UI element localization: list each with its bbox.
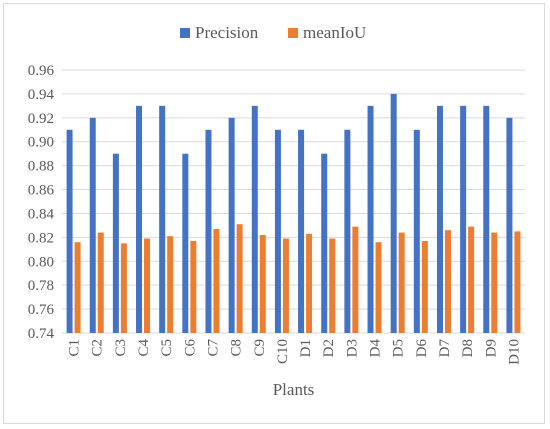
bar-precision-c6 (182, 153, 189, 333)
x-tick-label: D5 (391, 339, 407, 357)
bar-meaniou-c4 (144, 238, 151, 333)
bar-precision-c8 (228, 117, 235, 334)
x-tick-label: D8 (460, 339, 476, 357)
bar-precision-c10 (274, 129, 281, 333)
bar-precision-d10 (506, 117, 513, 334)
x-tick-label: C10 (275, 339, 291, 364)
bar-meaniou-c8 (236, 224, 243, 333)
bar-precision-d9 (483, 105, 490, 333)
y-tick-label: 0.84 (28, 206, 55, 222)
x-tick-label: D1 (298, 339, 314, 357)
bar-precision-d1 (298, 129, 305, 333)
x-tick-label: D3 (344, 339, 360, 357)
y-axis-ticks: 0.74 0.76 0.78 0.80 0.82 0.84 0.86 0.88 0.90 0.92… (28, 63, 55, 342)
legend-swatch-meaniou (288, 28, 298, 38)
x-tick-label: C2 (90, 339, 106, 357)
y-tick-label: 0.90 (28, 135, 54, 151)
y-tick-label: 0.88 (28, 159, 54, 175)
legend: Precision meanIoU (180, 23, 366, 42)
bar-precision-d6 (413, 129, 420, 333)
y-tick-label: 0.74 (28, 326, 55, 342)
bar-meaniou-c3 (120, 243, 127, 333)
legend-swatch-precision (180, 28, 190, 38)
x-axis-ticks: C1 C2 C3 C4 C5 C6 C7 C8 C9 C10 D1 D2 D3 D4 D5 D6 D7 D8 D9 D… (67, 339, 523, 365)
bar-meaniou-d2 (329, 238, 336, 333)
bar-meaniou-c6 (190, 240, 197, 333)
bar-precision-c9 (251, 105, 258, 333)
x-tick-label: C1 (67, 339, 83, 357)
x-tick-label: D7 (437, 339, 453, 358)
x-tick-label: D4 (368, 339, 384, 358)
bar-meaniou-d9 (491, 232, 498, 333)
y-tick-label: 0.80 (28, 254, 54, 270)
x-tick-label: D10 (506, 339, 522, 365)
bars (66, 93, 521, 334)
x-tick-label: D9 (483, 339, 499, 357)
x-tick-label: C9 (252, 339, 268, 357)
bar-meaniou-d6 (421, 240, 428, 333)
bar-precision-d7 (436, 105, 443, 333)
bar-meaniou-c9 (259, 234, 266, 333)
bar-precision-c5 (159, 105, 166, 333)
y-tick-label: 0.78 (28, 278, 54, 294)
y-tick-label: 0.92 (28, 111, 54, 127)
y-tick-label: 0.86 (28, 183, 55, 199)
bar-precision-c3 (112, 153, 119, 333)
y-tick-label: 0.82 (28, 230, 54, 246)
y-tick-label: 0.94 (28, 87, 55, 103)
bar-meaniou-d4 (375, 242, 382, 333)
bar-meaniou-d5 (398, 232, 405, 333)
bar-meaniou-d1 (306, 233, 313, 333)
bar-meaniou-c10 (282, 238, 289, 333)
bar-precision-d5 (390, 93, 397, 333)
bar-precision-d3 (344, 129, 351, 333)
bar-meaniou-d7 (444, 230, 451, 333)
x-tick-label: C6 (182, 339, 198, 357)
bar-precision-d4 (367, 105, 374, 333)
bar-precision-c7 (205, 129, 212, 333)
x-axis-title: Plants (273, 380, 315, 399)
bar-meaniou-c2 (97, 232, 104, 333)
legend-label-precision: Precision (195, 23, 259, 42)
legend-label-meaniou: meanIoU (303, 23, 366, 42)
bar-meaniou-d3 (352, 226, 359, 333)
bar-precision-c2 (89, 117, 96, 334)
x-tick-label: C3 (113, 339, 129, 357)
x-tick-label: C5 (159, 339, 175, 357)
bar-precision-c4 (136, 105, 143, 333)
bar-meaniou-c1 (74, 242, 81, 333)
y-tick-label: 0.96 (28, 63, 55, 79)
bar-precision-d8 (460, 105, 467, 333)
gridlines (62, 69, 525, 334)
x-tick-label: D6 (414, 339, 430, 358)
y-tick-label: 0.76 (28, 302, 55, 318)
bar-meaniou-c7 (213, 228, 220, 333)
bar-meaniou-c5 (167, 236, 174, 333)
x-tick-label: C4 (136, 339, 152, 357)
bar-precision-c1 (66, 129, 73, 333)
bar-precision-d2 (321, 153, 328, 333)
x-tick-label: C8 (229, 339, 245, 357)
x-tick-label: D2 (321, 339, 337, 357)
bar-meaniou-d10 (514, 231, 521, 333)
bar-meaniou-d8 (468, 226, 475, 333)
x-tick-label: C7 (205, 339, 221, 357)
